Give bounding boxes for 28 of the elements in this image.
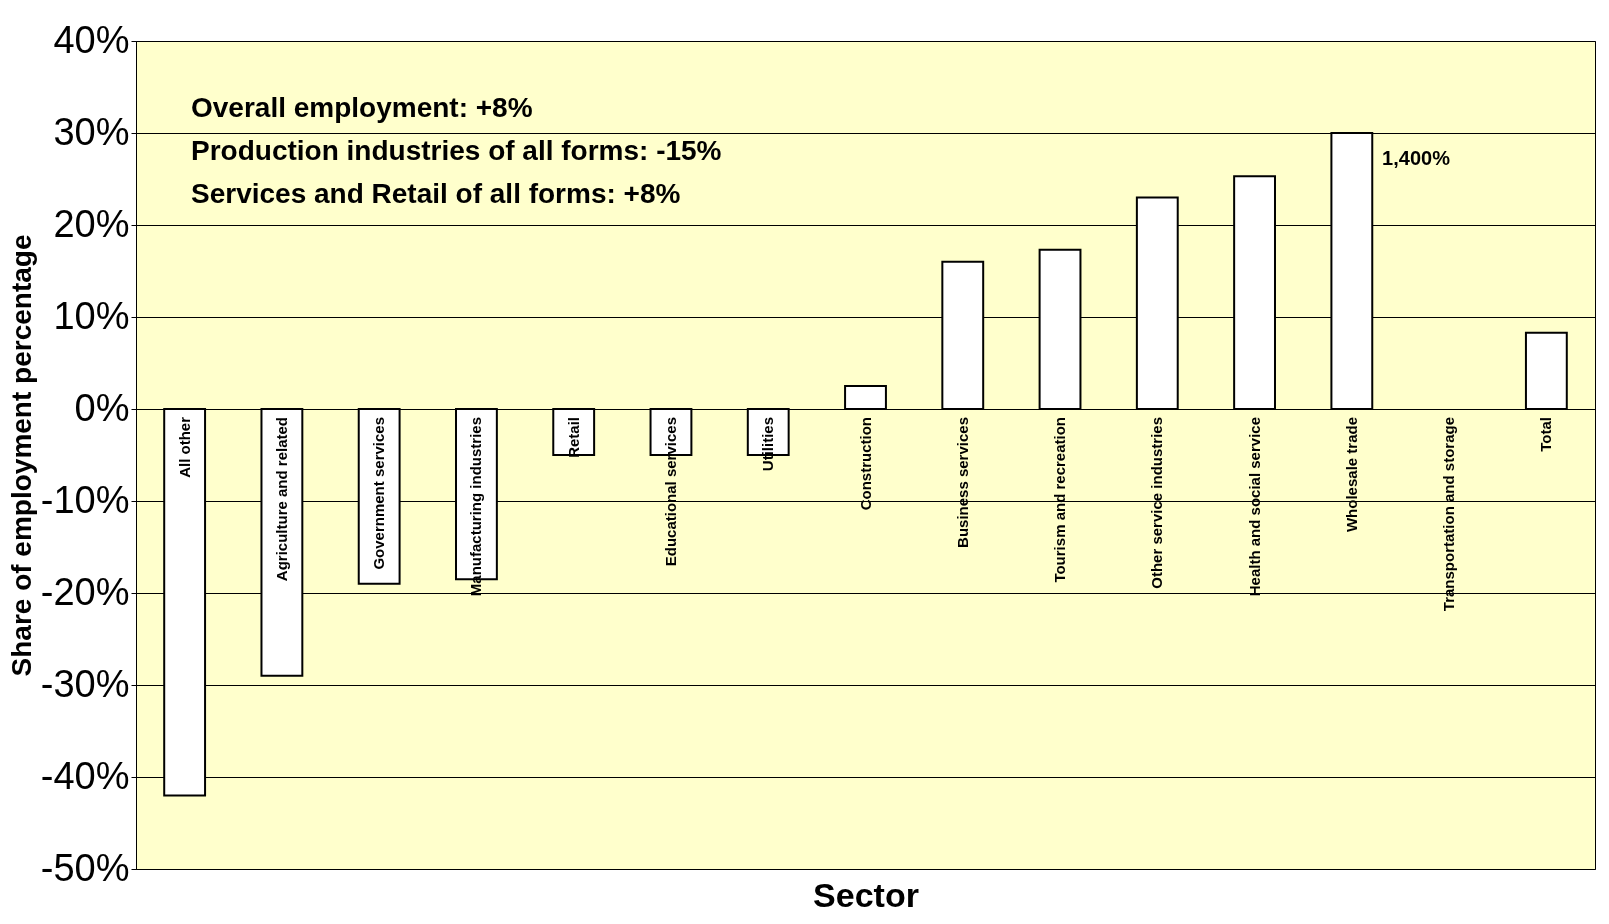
- x-tick-label: Wholesale trade: [1342, 417, 1360, 533]
- annotation: Production industries of all forms: -15%: [191, 135, 722, 166]
- x-tick-label: All other: [175, 416, 193, 478]
- x-tick-label: Tourism and recreation: [1051, 417, 1069, 583]
- y-tick-label: -10%: [40, 478, 130, 521]
- y-tick-label: 40%: [53, 18, 130, 61]
- y-tick-label: 30%: [53, 110, 130, 153]
- x-tick-label: Manufacturing industries: [467, 417, 485, 597]
- y-tick-label: 20%: [53, 202, 130, 245]
- x-tick-label: Total: [1537, 417, 1555, 452]
- y-axis-title: Share of employment percentage: [5, 234, 37, 677]
- y-tick-label: 10%: [53, 294, 130, 337]
- y-tick-label: -40%: [40, 754, 130, 797]
- x-tick-label: Other service industries: [1148, 417, 1166, 589]
- x-tick-label: Government services: [370, 417, 388, 570]
- x-tick-label: Agriculture and related: [272, 417, 290, 582]
- y-tick-label: -50%: [40, 846, 130, 889]
- x-tick-label: Educational services: [661, 417, 679, 567]
- annotation: 1,400%: [1382, 147, 1451, 169]
- y-tick-label: -30%: [40, 662, 130, 705]
- annotation: Services and Retail of all forms: +8%: [191, 178, 681, 209]
- x-tick-label: Business services: [953, 417, 971, 548]
- x-axis-title: Sector: [813, 875, 919, 914]
- y-tick-label: 0%: [74, 386, 130, 429]
- x-tick-label: Construction: [856, 417, 874, 511]
- x-tick-label: Transportation and storage: [1440, 417, 1458, 612]
- y-tick-label: -20%: [40, 570, 130, 613]
- annotation: Overall employment: +8%: [191, 92, 533, 123]
